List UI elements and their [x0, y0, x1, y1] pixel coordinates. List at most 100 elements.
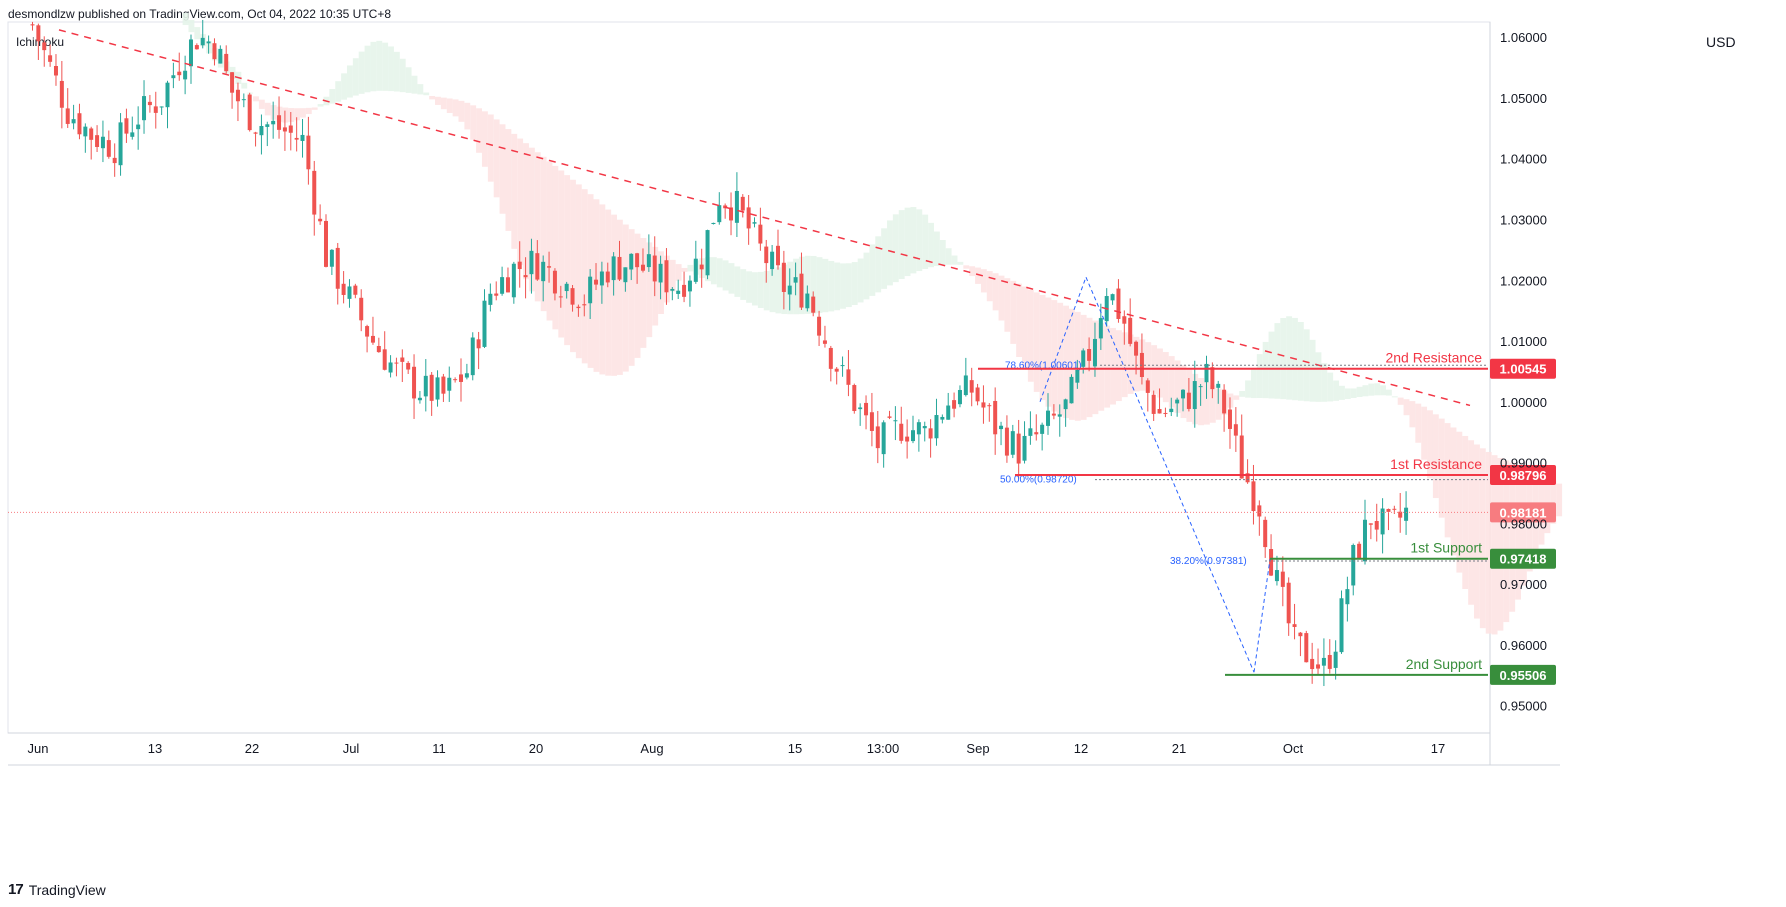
candle-body [734, 190, 739, 223]
cloud-segment [810, 255, 817, 314]
candle-body [887, 416, 892, 418]
cloud-segment [975, 267, 981, 284]
cloud-segment [575, 184, 582, 359]
x-tick-label: Oct [1283, 741, 1304, 756]
cloud-segment [1450, 427, 1457, 556]
cloud-segment [1344, 388, 1351, 399]
candle-body [594, 279, 599, 285]
candle-body [729, 207, 734, 221]
cloud-segment [1256, 354, 1263, 398]
candle-body [999, 425, 1004, 430]
cloud-segment [1098, 323, 1105, 411]
current-price-label: 0.98181 [1500, 505, 1547, 520]
candle-body [529, 250, 534, 275]
candle-body [48, 55, 53, 62]
cloud-segment [1068, 308, 1075, 420]
indicator-label[interactable]: Ichimoku [16, 35, 65, 49]
cloud-segment [646, 242, 653, 338]
cloud-segment [1391, 396, 1398, 398]
cloud-segment [769, 269, 776, 313]
cloud-segment [517, 138, 524, 265]
candle-body [365, 326, 370, 337]
cloud-segment [341, 73, 347, 100]
y-tick-label: 1.03000 [1500, 213, 1547, 228]
candle-body [846, 369, 851, 385]
cloud-segment [558, 170, 565, 338]
candle-body [241, 99, 246, 101]
candle-body [1386, 508, 1391, 512]
candle-body [1239, 435, 1244, 479]
candle-body [1198, 386, 1203, 388]
cloud-segment [845, 263, 852, 308]
cloud-segment [628, 229, 635, 366]
candle-body [1333, 651, 1338, 668]
candle-body [1069, 376, 1074, 404]
cloud-segment [452, 99, 459, 117]
cloud-segment [253, 96, 259, 102]
cloud-segment [1057, 302, 1064, 416]
candle-body [811, 296, 816, 313]
candle-body [1034, 432, 1039, 435]
candle-body [676, 290, 681, 294]
candle-body [159, 106, 164, 108]
candle-body [206, 41, 211, 44]
candle-body [65, 108, 70, 124]
cloud-segment [435, 96, 441, 105]
cloud-segment [399, 58, 406, 93]
cloud-segment [605, 209, 612, 376]
cloud-segment [423, 92, 430, 96]
candle-body [775, 245, 780, 266]
candle-body [693, 258, 698, 282]
x-tick-label: 12 [1074, 741, 1088, 756]
cloud-segment [1039, 295, 1046, 401]
candle-body [235, 89, 240, 102]
cloud-segment [1503, 460, 1510, 623]
x-tick-label: 13 [148, 741, 162, 756]
cloud-segment [1356, 386, 1363, 397]
cloud-segment [728, 263, 735, 294]
candle-body [517, 261, 522, 270]
candle-body [36, 25, 41, 42]
candle-body [500, 277, 505, 294]
candle-body [993, 400, 998, 435]
level-price-label: 1.00545 [1500, 362, 1547, 377]
x-tick-label: Sep [966, 741, 989, 756]
cloud-segment [405, 67, 412, 93]
cloud-segment [258, 99, 265, 109]
cloud-segment [1550, 480, 1557, 524]
fib-swing-line [1039, 277, 1087, 402]
cloud-segment [716, 258, 723, 288]
level-price-tag [1490, 464, 1556, 485]
candle-body [1357, 543, 1362, 559]
candle-body [864, 402, 869, 416]
candle-body [1216, 383, 1221, 388]
cloud-segment [1497, 457, 1504, 631]
cloud-segment [1215, 388, 1222, 420]
candle-body [382, 349, 387, 370]
cloud-segment [804, 255, 811, 314]
candle-body [1181, 389, 1186, 399]
cloud-segment [1309, 339, 1316, 402]
candle-body [423, 375, 428, 397]
cloud-segment [358, 51, 365, 94]
candle-body [324, 220, 328, 267]
cloud-segment [1485, 451, 1492, 634]
level-price-label: 0.97418 [1500, 552, 1547, 567]
candle-body [1210, 367, 1215, 390]
cloud-segment [1115, 330, 1122, 402]
candle-body [1063, 399, 1068, 410]
candle-body [822, 340, 827, 344]
candle-body [922, 426, 927, 429]
cloud-segment [1515, 464, 1521, 600]
cloud-segment [757, 271, 764, 308]
cloud-segment [1010, 280, 1017, 344]
cloud-segment [188, 19, 195, 33]
candle-body [459, 374, 464, 382]
cloud-segment [1104, 325, 1111, 408]
candle-body [687, 280, 692, 292]
cloud-segment [388, 46, 394, 92]
candle-body [1398, 511, 1403, 518]
candle-body [1175, 399, 1180, 404]
candle-body [388, 362, 393, 373]
